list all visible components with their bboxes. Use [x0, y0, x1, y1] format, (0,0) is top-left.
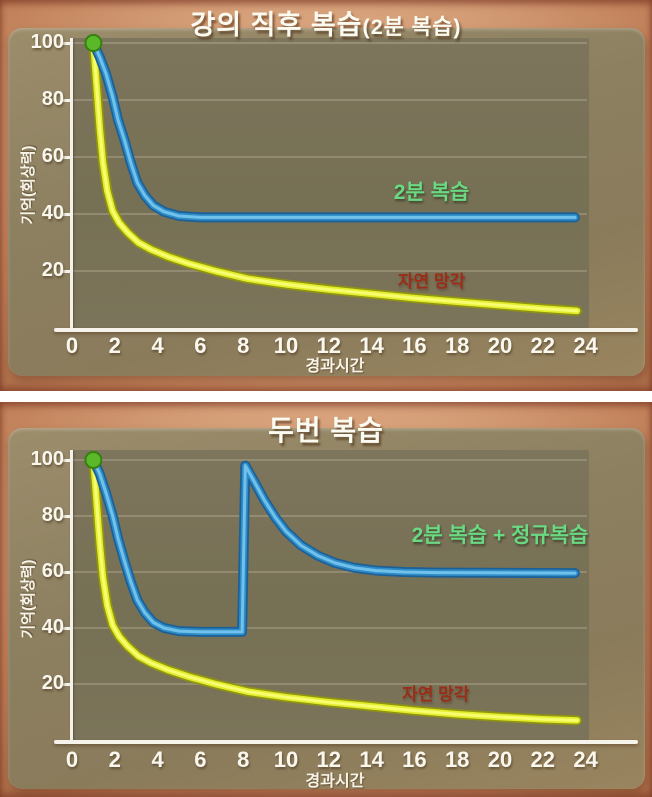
y-tick-mark-40 — [62, 627, 71, 630]
x-tick-label-6: 6 — [194, 333, 207, 358]
y-tick-label-100: 100 — [30, 448, 64, 470]
chart-title-main: 두번 복습 — [268, 415, 384, 446]
x-tick-label-6: 6 — [194, 747, 207, 772]
y-tick-mark-80 — [62, 99, 71, 102]
x-tick-label-0: 0 — [65, 333, 79, 358]
x-tick-label-8: 8 — [237, 747, 250, 772]
x-tick-label-10: 10 — [273, 333, 299, 358]
x-axis-line — [54, 328, 638, 332]
x-tick-label-18: 18 — [444, 747, 470, 772]
grid-line-80 — [73, 515, 587, 517]
y-tick-label-60: 60 — [41, 560, 64, 582]
y-tick-mark-60 — [62, 571, 71, 574]
y-axis-line — [70, 38, 73, 330]
grid-line-80 — [73, 99, 587, 101]
grid-line-40 — [73, 627, 587, 629]
x-tick-label-0: 0 — [65, 747, 79, 772]
y-axis-title: 기억(회상력) — [20, 145, 37, 225]
x-tick-label-14: 14 — [359, 747, 384, 772]
chart-title-suffix: (2분 복습) — [362, 14, 462, 39]
x-tick-label-24: 24 — [573, 747, 598, 772]
x-tick-label-18: 18 — [444, 333, 470, 358]
x-tick-label-8: 8 — [237, 333, 250, 358]
y-tick-mark-100 — [62, 459, 71, 462]
y-tick-mark-80 — [62, 515, 71, 518]
chart-panel-immediate-review: 강의 직후 복습(2분 복습) 기억(회상력) 경과시간 20 40 60 80 100… — [0, 0, 652, 391]
y-tick-mark-20 — [62, 683, 71, 686]
grid-line-20 — [73, 683, 587, 685]
x-tick-label-22: 22 — [530, 333, 556, 358]
grid-line-100 — [73, 459, 587, 461]
x-tick-label-2: 2 — [108, 747, 121, 772]
y-tick-mark-40 — [62, 213, 71, 216]
x-axis-line — [54, 740, 638, 744]
grid-line-20 — [73, 270, 587, 272]
y-tick-label-100: 100 — [30, 31, 64, 53]
y-tick-mark-60 — [62, 156, 71, 159]
x-axis-title: 경과시간 — [305, 358, 365, 375]
x-tick-label-14: 14 — [359, 333, 384, 358]
x-tick-label-12: 12 — [316, 333, 342, 358]
y-tick-label-80: 80 — [41, 504, 64, 526]
x-tick-label-4: 4 — [151, 747, 164, 772]
grid-line-40 — [73, 213, 587, 215]
x-tick-label-2: 2 — [108, 333, 121, 358]
plot-area — [72, 450, 589, 740]
chart-title: 두번 복습 — [0, 409, 652, 449]
chart-title: 강의 직후 복습(2분 복습) — [0, 3, 652, 42]
grid-line-60 — [73, 571, 587, 573]
series-label-two-minute-plus-regular-review: 2분 복습 + 정규복습 — [411, 523, 589, 547]
series-label-two-minute-review: 2분 복습 — [393, 180, 470, 204]
grid-line-100 — [73, 42, 587, 44]
x-tick-label-10: 10 — [273, 747, 299, 772]
y-axis-line — [70, 450, 73, 742]
x-tick-label-22: 22 — [530, 747, 556, 772]
y-axis-title: 기억(회상력) — [20, 559, 37, 639]
plot-area — [72, 38, 589, 328]
x-axis-title: 경과시간 — [305, 773, 365, 790]
y-tick-label-20: 20 — [41, 672, 64, 694]
x-tick-label-24: 24 — [573, 333, 598, 358]
series-label-natural-forgetting: 자연 망각 — [402, 685, 470, 705]
x-tick-label-20: 20 — [487, 333, 513, 358]
chart-title-main: 강의 직후 복습 — [190, 10, 363, 40]
y-tick-mark-20 — [62, 270, 71, 273]
series-label-natural-forgetting: 자연 망각 — [397, 271, 466, 291]
grid-line-60 — [73, 156, 587, 158]
chart-panel-double-review: 두번 복습 기억(회상력) 경과시간 20 40 60 80 100 0 2 4 6 8 10 12 1… — [0, 402, 652, 797]
y-tick-label-80: 80 — [41, 88, 64, 110]
x-tick-label-20: 20 — [487, 747, 513, 772]
x-tick-label-16: 16 — [402, 333, 427, 358]
x-tick-label-4: 4 — [151, 333, 164, 358]
y-tick-mark-100 — [62, 42, 71, 45]
y-tick-label-60: 60 — [41, 145, 64, 167]
y-tick-label-20: 20 — [41, 259, 64, 281]
y-tick-label-40: 40 — [41, 202, 64, 224]
x-tick-label-16: 16 — [402, 747, 427, 772]
y-tick-label-40: 40 — [41, 616, 64, 638]
x-tick-label-12: 12 — [316, 747, 342, 772]
